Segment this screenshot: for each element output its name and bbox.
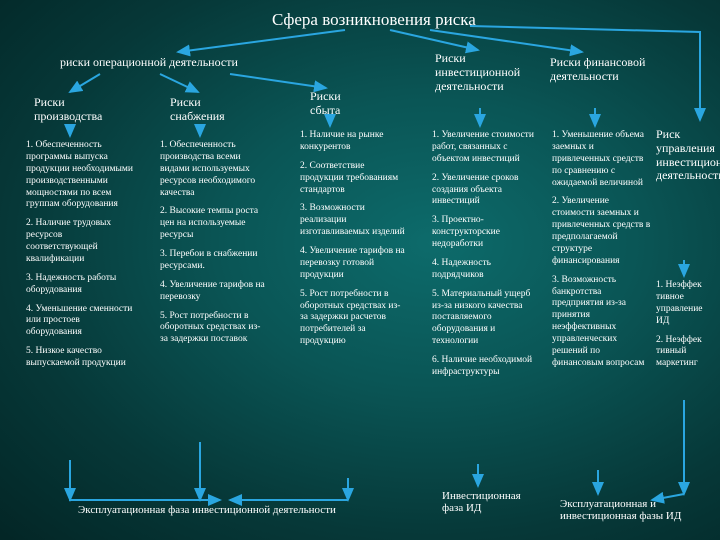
list-item: 2. Увеличение сроков создания объекта ин… (432, 173, 542, 209)
root-title: Сфера возникновения риска (272, 10, 476, 30)
list-item: 3. Возможности реализации изготавливаемы… (300, 203, 406, 239)
list-item: 1. Увеличение стоимости работ, связанных… (432, 130, 542, 166)
list-item: 5. Рост потребности в оборотных средства… (160, 311, 268, 347)
col-production: 1. Обеспеченность программы выпуска прод… (26, 140, 134, 377)
list-item: 2. Неэффек (656, 335, 714, 347)
list-item: 3. Надежность работы оборудования (26, 273, 134, 297)
list-item: 2. Высокие темпы роста цен на используем… (160, 206, 268, 242)
list-item: 5. Материальный ущерб из-за низкого каче… (432, 289, 542, 348)
list-item: 4. Увеличение тарифов на перевозку (160, 280, 268, 304)
heading-manage: Риск управления инвестиционной деятельно… (656, 128, 714, 183)
list-item: 1. Наличие на рынке конкурентов (300, 130, 406, 154)
list-item: 1. Неэффек (656, 280, 714, 292)
footer-both: Эксплуатационная и инвестиционная фазы И… (560, 498, 720, 522)
list-item: 2. Увеличение стоимости заемных и привле… (552, 196, 652, 267)
heading-production: Риски производства (34, 96, 124, 124)
list-item: 2. Соответствие продукции требованиям ст… (300, 161, 406, 197)
heading-operational: риски операционной деятельности (60, 56, 238, 70)
footer-investment: Инвестиционная фаза ИД (442, 490, 542, 514)
list-item: 1. Обеспеченность программы выпуска прод… (26, 140, 134, 211)
col-financial: 1. Уменьшение объема заемных и привлечен… (552, 130, 652, 377)
col-manage: 1. Неэффек тивное управление ИД 2. Неэфф… (656, 280, 714, 377)
list-item: 4. Надежность подрядчиков (432, 258, 542, 282)
heading-supply: Риски снабжения (170, 96, 250, 124)
list-item: 2. Наличие трудовых ресурсов соответству… (26, 218, 134, 266)
col-investment: 1. Увеличение стоимости работ, связанных… (432, 130, 542, 386)
list-item: 5. Рост потребности в оборотных средства… (300, 289, 406, 348)
heading-investment: Риски инвестиционной деятельности (435, 52, 545, 93)
list-item: 4. Увеличение тарифов на перевозку готов… (300, 246, 406, 282)
list-item: 6. Наличие необходимой инфраструктуры (432, 355, 542, 379)
footer-operational: Эксплуатационная фаза инвестиционной дея… (78, 504, 336, 516)
list-item: 3. Перебои в снабжении ресурсами. (160, 249, 268, 273)
list-item: 3. Проектно-конструкторские недоработки (432, 215, 542, 251)
col-supply: 1. Обеспеченность производства всеми вид… (160, 140, 268, 353)
list-item: 5. Низкое качество выпускаемой продукции (26, 346, 134, 370)
list-item: 4. Уменьшение сменности или простоев обо… (26, 304, 134, 340)
heading-sales: Риски сбыта (310, 90, 370, 118)
list-item: 3. Возможность банкротства предприятия и… (552, 275, 652, 370)
list-item: 1. Обеспеченность производства всеми вид… (160, 140, 268, 199)
heading-financial: Риски финансовой деятельности (550, 56, 650, 84)
list-item: тивный маркетинг (656, 346, 714, 370)
list-item: тивное управление ИД (656, 292, 714, 328)
list-item: 1. Уменьшение объема заемных и привлечен… (552, 130, 652, 189)
col-sales: 1. Наличие на рынке конкурентов 2. Соотв… (300, 130, 406, 355)
